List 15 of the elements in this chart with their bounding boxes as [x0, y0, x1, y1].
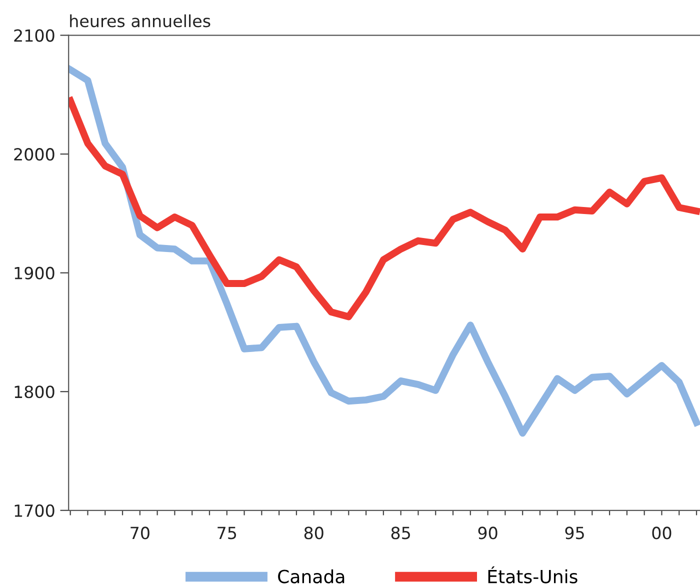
y-tick-label: 1900	[14, 266, 54, 280]
y-tick-label: 2000	[14, 148, 54, 161]
y-tick-label: 1700	[14, 504, 54, 517]
x-tick-label: 70	[130, 526, 150, 540]
legend-label: Canada	[278, 569, 344, 584]
y-tick-label: 1800	[14, 386, 54, 398]
y-axis-title: heures annuelles	[70, 14, 210, 28]
x-tick-label: 95	[565, 526, 584, 540]
x-tick-label: 75	[218, 526, 236, 540]
x-tick-label: 90	[478, 526, 498, 540]
y-tick-label: 2100	[14, 29, 54, 42]
x-tick-label: 85	[391, 526, 410, 540]
x-tick-label: 80	[304, 526, 324, 540]
legend-label: États-Unis	[488, 566, 578, 584]
x-tick-label: 00	[652, 526, 672, 540]
